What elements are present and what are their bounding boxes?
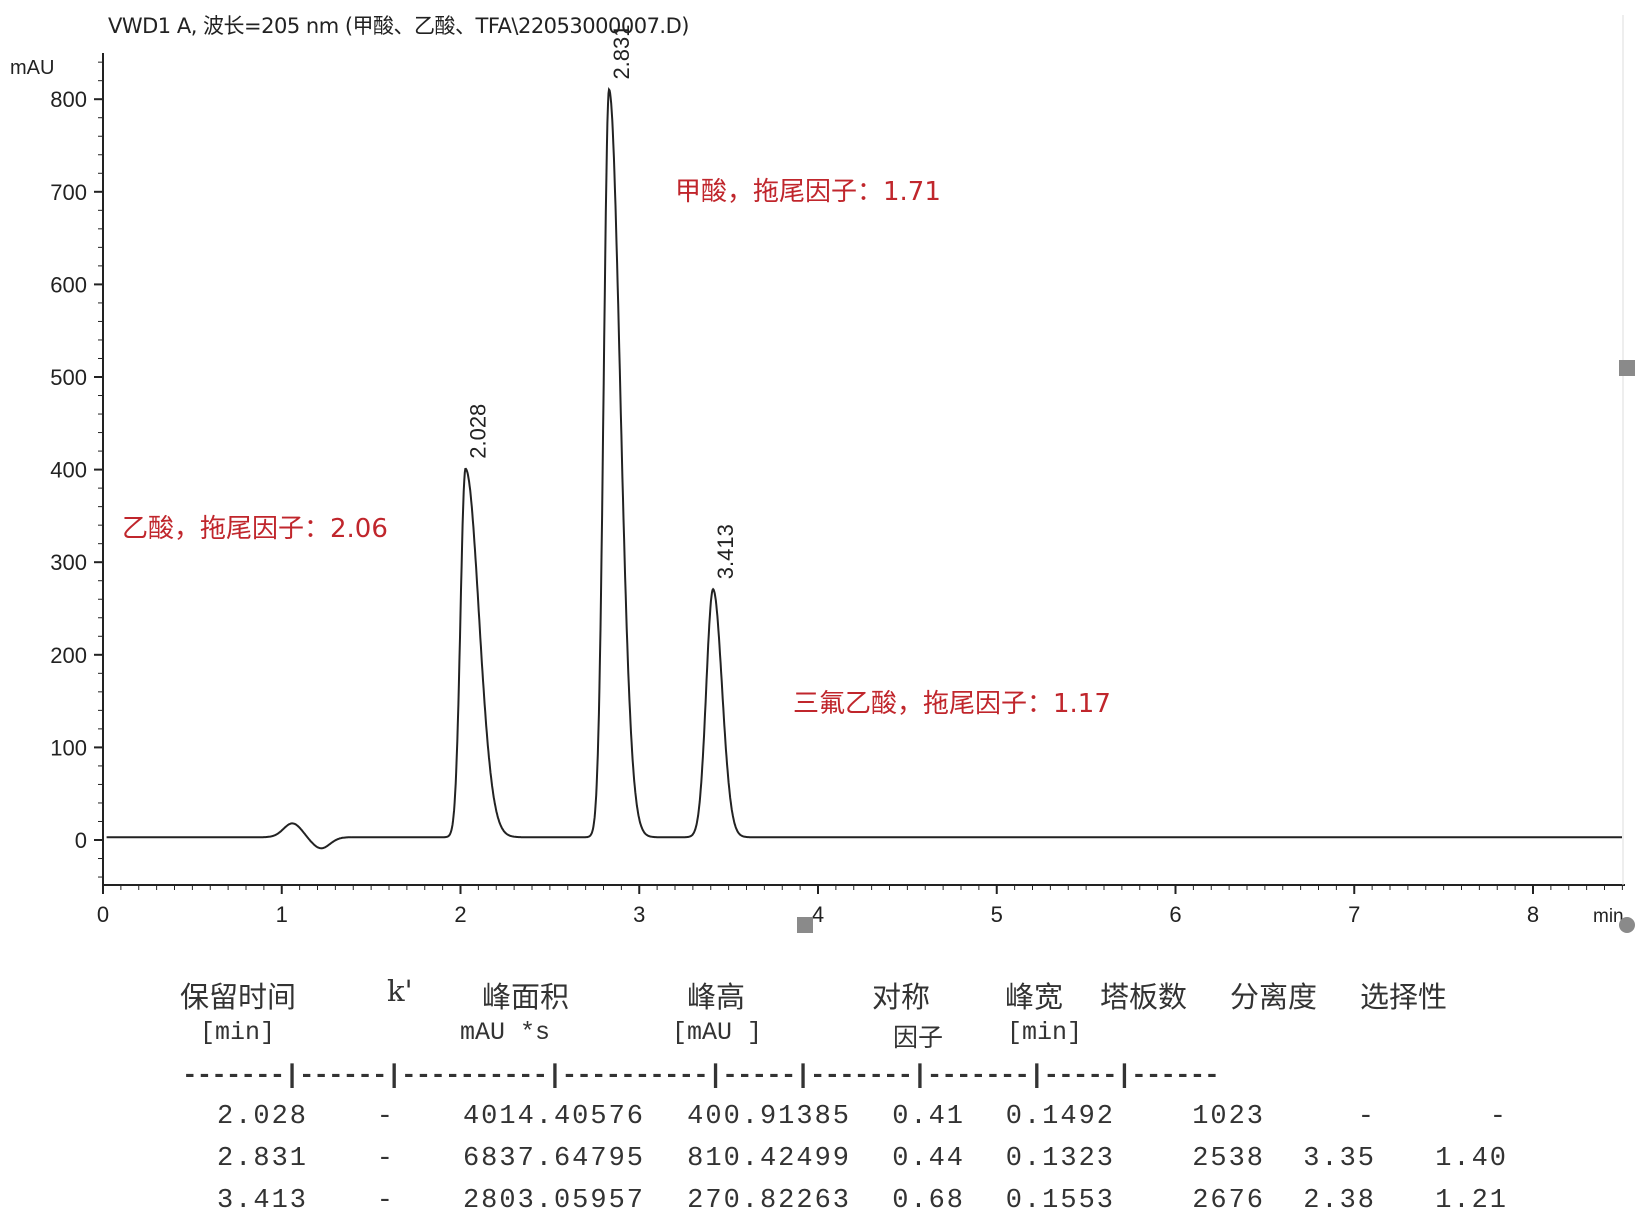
table-header: 对称 (872, 980, 931, 1014)
table-cell: 1.21 (1435, 1186, 1508, 1216)
y-tick-label: 200 (50, 643, 87, 668)
table-cell: 3.413 (216, 1186, 308, 1216)
table-header: 保留时间 (180, 980, 297, 1014)
table-cell: 1023 (1192, 1102, 1265, 1132)
table-cell: 270.82263 (687, 1186, 851, 1216)
x-tick-label: 8 (1527, 902, 1539, 927)
table-cell: 2676 (1192, 1186, 1265, 1216)
table-cell: 2538 (1192, 1144, 1265, 1174)
y-tick-label: 800 (50, 87, 87, 112)
table-header: 塔板数 (1100, 980, 1188, 1014)
y-tick-label: 500 (50, 365, 87, 390)
x-tick-label: 4 (812, 902, 824, 927)
resize-handle-corner[interactable] (1619, 917, 1635, 933)
table-unit: 因子 (893, 1025, 944, 1054)
table-cell: 2.028 (216, 1102, 308, 1132)
x-tick-label: 5 (991, 902, 1003, 927)
table-cell: 400.91385 (687, 1102, 851, 1132)
table-cell: 2803.05957 (462, 1186, 645, 1216)
table-header: 选择性 (1360, 980, 1448, 1014)
x-tick-label: 1 (276, 902, 288, 927)
table-unit: [mAU ] (672, 1018, 763, 1047)
table-cell: 0.44 (892, 1144, 965, 1174)
table-cell: - (376, 1144, 395, 1174)
x-tick-label: 2 (454, 902, 466, 927)
peak-label: 3.413 (713, 524, 738, 579)
resize-handle-right[interactable] (1619, 360, 1635, 376)
annotation-formic-acid: 甲酸，拖尾因子：1.71 (675, 177, 941, 207)
table-header: 分离度 (1230, 980, 1318, 1014)
table-cell: 0.68 (892, 1186, 965, 1216)
table-cell: 0.41 (892, 1102, 965, 1132)
annotation-acetic-acid: 乙酸，拖尾因子：2.06 (122, 514, 388, 544)
annotation-tfa: 三氟乙酸，拖尾因子：1.17 (793, 689, 1111, 719)
table-cell: 3.35 (1303, 1144, 1376, 1174)
table-header: 峰高 (687, 980, 746, 1014)
table-cell: - (1489, 1102, 1508, 1132)
table-cell: 810.42499 (687, 1144, 851, 1174)
peak-label: 2.028 (466, 404, 491, 459)
table-unit: [min] (1007, 1018, 1083, 1047)
table-header: 峰面积 (482, 980, 570, 1014)
table-cell: 4014.40576 (462, 1102, 645, 1132)
table-header: k' (387, 974, 413, 1008)
table-cell: 0.1553 (1005, 1186, 1115, 1216)
table-cell: 6837.64795 (462, 1144, 645, 1174)
table-header: 峰宽 (1005, 980, 1064, 1014)
table-cell: - (376, 1186, 395, 1216)
y-tick-label: 400 (50, 458, 87, 483)
table-separator: -------|------|----------|----------|---… (182, 1060, 1220, 1090)
y-tick-label: 0 (75, 828, 87, 853)
resize-handle-bottom[interactable] (797, 917, 813, 933)
table-unit: [min] (200, 1018, 276, 1047)
table-cell: 0.1492 (1005, 1102, 1115, 1132)
y-tick-label: 300 (50, 550, 87, 575)
x-tick-label: 3 (633, 902, 645, 927)
x-tick-label: 6 (1169, 902, 1181, 927)
x-tick-label: 0 (97, 902, 109, 927)
table-cell: 2.38 (1303, 1186, 1376, 1216)
table-cell: 0.1323 (1005, 1144, 1115, 1174)
y-tick-label: 100 (50, 735, 87, 760)
y-tick-label: 600 (50, 272, 87, 297)
table-cell: - (1357, 1102, 1376, 1132)
table-cell: 2.831 (216, 1144, 308, 1174)
table-cell: - (376, 1102, 395, 1132)
chart-title: VWD1 A, 波长=205 nm (甲酸、乙酸、TFA\22053000007… (108, 14, 689, 38)
y-axis-label: mAU (10, 57, 54, 79)
table-cell: 1.40 (1435, 1144, 1508, 1174)
y-tick-label: 700 (50, 180, 87, 205)
table-unit: mAU *s (460, 1018, 551, 1047)
x-tick-label: 7 (1348, 902, 1360, 927)
